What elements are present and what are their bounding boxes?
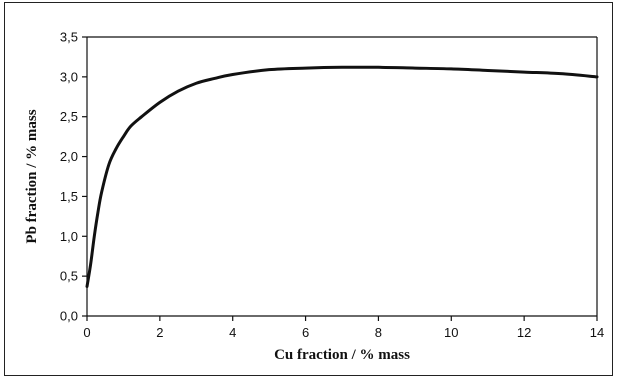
y-tick-label: 2,5 (60, 109, 78, 124)
x-tick-label: 14 (590, 325, 604, 340)
y-tick-label: 3,0 (60, 69, 78, 84)
chart-frame (4, 2, 613, 376)
x-tick-label: 2 (156, 325, 163, 340)
x-tick-label: 6 (302, 325, 309, 340)
x-tick-label: 0 (83, 325, 90, 340)
x-tick-label: 8 (375, 325, 382, 340)
x-tick-label: 10 (444, 325, 458, 340)
y-tick-label: 3,5 (60, 30, 78, 45)
x-axis-ticks: 0 2 4 6 8 10 12 14 (83, 316, 604, 340)
x-axis-title: Cu fraction / % mass (274, 347, 410, 363)
y-tick-label: 0,5 (60, 269, 78, 284)
y-tick-label: 1,0 (60, 229, 78, 244)
y-tick-label: 0,0 (60, 309, 78, 324)
y-axis-ticks: 0,0 0,5 1,0 1,5 2,0 2,5 3,0 3,5 (60, 30, 87, 324)
y-tick-label: 2,0 (60, 149, 78, 164)
series-line-pb-vs-cu (85, 65, 599, 289)
x-tick-label: 4 (229, 325, 236, 340)
x-tick-label: 12 (517, 325, 531, 340)
y-tick-label: 1,5 (60, 189, 78, 204)
y-axis-title: Pb fraction / % mass (24, 109, 40, 243)
